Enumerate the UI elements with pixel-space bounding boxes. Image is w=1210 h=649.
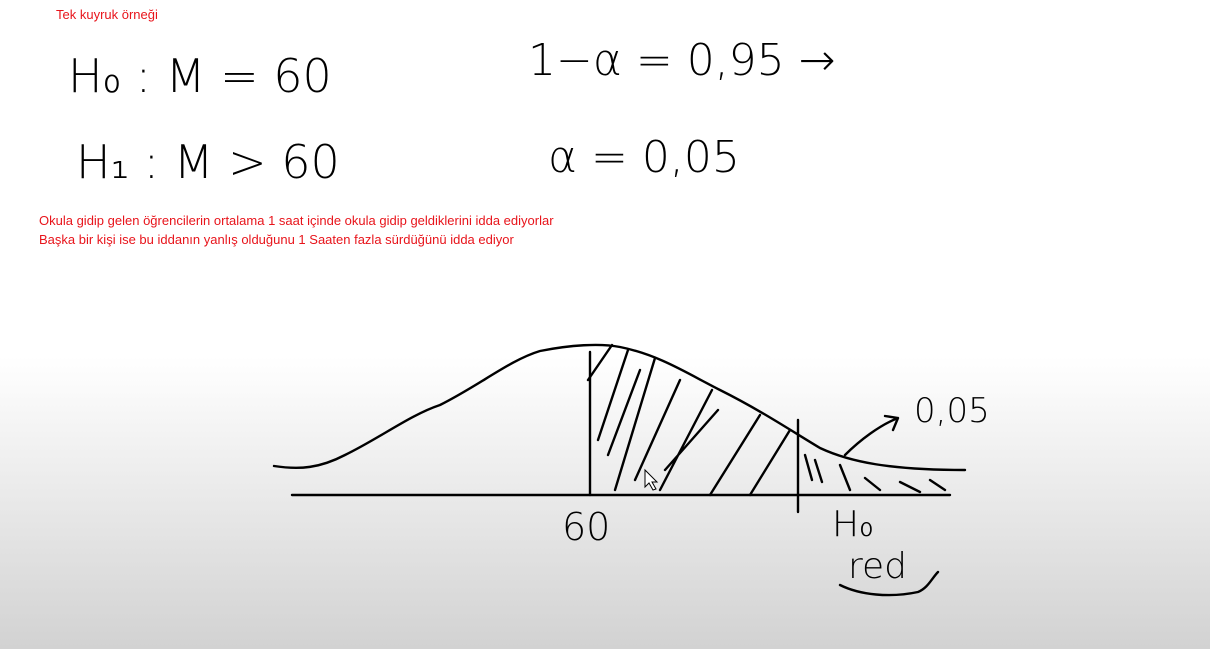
alternative-hypothesis: H₁ : M > 60 bbox=[76, 135, 340, 189]
reject-word: red bbox=[848, 546, 907, 587]
null-hypothesis: H₀ : M = 60 bbox=[68, 49, 332, 103]
mean-label: 60 bbox=[562, 505, 610, 549]
title: Tek kuyruk örneği bbox=[56, 7, 158, 22]
mouse-cursor bbox=[644, 468, 659, 491]
description-line: Okula gidip gelen öğrencilerin ortalama … bbox=[39, 213, 554, 228]
distribution-sketch bbox=[272, 343, 967, 597]
alpha: α = 0,05 bbox=[548, 132, 740, 183]
confidence-level: 1−α = 0,95 → bbox=[528, 35, 836, 86]
tail-label: 0,05 bbox=[914, 391, 990, 431]
reject-label: H₀ bbox=[832, 504, 874, 545]
description-line: Başka bir kişi ise bu iddanın yanlış old… bbox=[39, 232, 514, 247]
